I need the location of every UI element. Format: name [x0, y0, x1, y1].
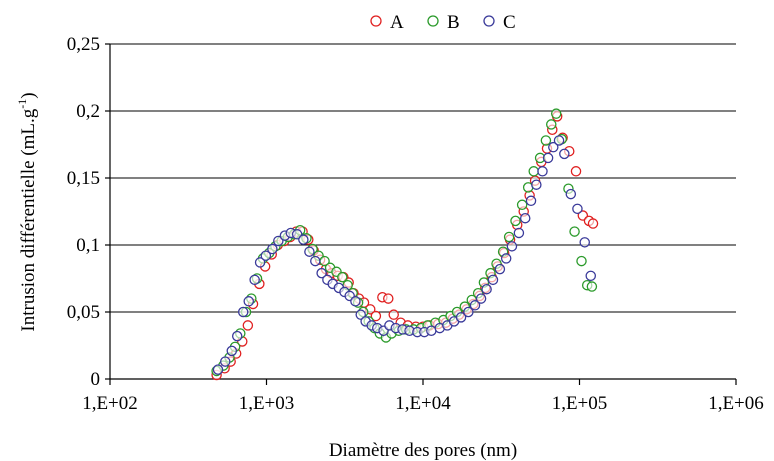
grid-lines: [110, 43, 736, 313]
point-C-59: [579, 237, 590, 248]
point-C-45: [494, 263, 506, 275]
point-C-51: [531, 179, 542, 190]
y-tick-label-2: 0,1: [76, 235, 100, 256]
legend-label-A: A: [390, 12, 404, 33]
point-C-7: [254, 257, 266, 268]
point-B-55: [550, 108, 562, 119]
point-C-42: [475, 293, 487, 304]
point-C-48: [513, 227, 525, 239]
point-B-49: [516, 199, 528, 211]
point-C-44: [487, 274, 499, 286]
y-tick-label-0: 0: [91, 369, 101, 390]
data-points: [211, 108, 599, 381]
y-axis-title: Intrusion différentielle (mL.g-1): [15, 92, 39, 331]
point-C-15: [304, 246, 315, 257]
point-A-61: [587, 218, 599, 229]
legend-label-C: C: [503, 12, 516, 33]
point-A-30: [388, 309, 399, 320]
x-axis-title: Diamètre des pores (nm): [329, 440, 517, 461]
y-tick-labels: 0 0,05 0,1 0,15 0,2 0,25: [67, 34, 110, 390]
point-A-29: [383, 293, 394, 304]
point-C-0: [212, 364, 224, 375]
legend-label-B: B: [447, 12, 460, 33]
y-axis-title-main: Intrusion différentielle (mL.g: [18, 108, 39, 331]
point-C-43: [481, 283, 492, 295]
point-C-14: [298, 234, 309, 245]
legend-marker-C: [483, 15, 495, 27]
y-tick-label-5: 0,25: [67, 34, 100, 55]
series-C: [212, 135, 596, 375]
point-C-47: [506, 241, 518, 252]
point-C-52: [537, 166, 548, 177]
point-C-6: [249, 274, 260, 286]
point-B-61: [586, 281, 598, 292]
y-tick-label-1: 0,05: [67, 302, 100, 323]
point-B-54: [546, 119, 557, 130]
point-B-47: [503, 231, 515, 243]
point-B-59: [576, 255, 587, 267]
point-C-55: [553, 135, 565, 146]
point-A-5: [242, 320, 254, 331]
x-tick-labels: 1,E+02 1,E+03 1,E+04 1,E+05 1,E+06: [82, 379, 764, 414]
series-B: [211, 108, 598, 377]
point-C-50: [525, 195, 537, 207]
point-C-39: [455, 312, 467, 323]
point-B-21: [337, 271, 348, 283]
x-tick-label-2: 1,E+04: [395, 393, 451, 414]
point-C-2: [226, 345, 238, 357]
point-A-27: [370, 310, 382, 322]
y-tick-label-3: 0,15: [67, 168, 100, 189]
point-C-56: [559, 148, 570, 160]
legend-marker-A: [370, 15, 382, 27]
y-axis-title-close: ): [18, 92, 39, 98]
point-B-53: [540, 135, 552, 146]
point-A-58: [570, 166, 582, 177]
point-C-54: [548, 141, 559, 153]
point-C-5: [243, 296, 254, 307]
x-tick-label-3: 1,E+05: [552, 393, 608, 414]
legend: A B C: [370, 12, 516, 33]
point-C-23: [350, 296, 361, 307]
point-C-35: [426, 325, 437, 337]
point-C-4: [237, 306, 249, 318]
point-C-49: [519, 212, 531, 224]
point-C-9: [267, 243, 278, 255]
point-C-53: [542, 152, 554, 164]
point-C-16: [310, 255, 321, 267]
legend-marker-B: [427, 15, 439, 27]
x-tick-label-4: 1,E+06: [708, 393, 764, 414]
point-B-51: [528, 166, 539, 177]
point-C-40: [463, 306, 474, 318]
point-C-57: [565, 188, 577, 200]
y-tick-label-4: 0,2: [76, 101, 100, 122]
point-C-41: [469, 300, 481, 311]
point-B-48: [510, 215, 521, 227]
point-C-17: [316, 267, 327, 279]
point-C-46: [500, 253, 512, 264]
point-C-60: [585, 270, 596, 282]
y-axis-title-superscript: -1: [15, 99, 29, 109]
x-tick-label-1: 1,E+03: [239, 393, 295, 414]
point-C-1: [219, 356, 231, 367]
point-C-8: [260, 250, 272, 261]
point-C-58: [572, 203, 583, 215]
point-B-58: [569, 226, 580, 237]
point-C-3: [231, 330, 243, 342]
x-tick-label-0: 1,E+02: [82, 393, 138, 414]
